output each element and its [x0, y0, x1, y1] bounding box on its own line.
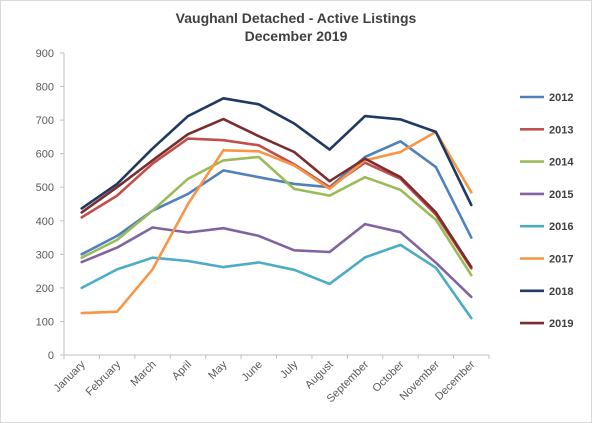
legend-label-2012: 2012: [549, 92, 573, 104]
y-tick-label: 600: [36, 149, 54, 161]
series-line-2019: [80, 117, 473, 269]
y-tick-label: 200: [36, 283, 54, 295]
series-line-2017: [80, 130, 473, 315]
y-tick-label: 400: [36, 216, 54, 228]
y-tick-label: 500: [36, 182, 54, 194]
y-tick-label: 900: [36, 48, 54, 60]
legend-label-2013: 2013: [549, 124, 573, 136]
chart-title: Vaughanl Detached - Active Listings: [175, 10, 417, 26]
x-tick-label: March: [129, 359, 159, 389]
legend-label-2018: 2018: [549, 286, 573, 298]
chart-title-block: Vaughanl Detached - Active Listings Dece…: [0, 9, 592, 45]
y-tick-label: 100: [36, 316, 54, 328]
series-line-2018: [80, 97, 473, 210]
y-axis-ticks: 0 100 200 300 400 500 600 700 800 900: [36, 48, 64, 362]
legend-label-2014: 2014: [549, 157, 574, 169]
legend-label-2015: 2015: [549, 189, 573, 201]
x-tick-label: June: [240, 359, 265, 384]
y-tick-label: 0: [48, 350, 54, 362]
chart-subtitle: December 2019: [244, 28, 348, 44]
x-tick-label: February: [84, 358, 124, 398]
y-tick-label: 700: [36, 115, 54, 127]
series-line-2016: [80, 243, 473, 320]
legend-label-2019: 2019: [549, 318, 573, 330]
x-tick-label: August: [303, 359, 336, 392]
series-line-2014: [80, 155, 473, 277]
legend-label-2017: 2017: [549, 254, 573, 266]
x-tick-label: October: [370, 358, 406, 394]
x-tick-label: April: [170, 359, 194, 383]
legend: 2012 2013 2014 2015 2016 2017 2018 2019: [520, 92, 574, 330]
y-tick-label: 300: [36, 249, 54, 261]
x-tick-label: July: [278, 358, 301, 381]
y-tick-label: 800: [36, 82, 54, 94]
legend-label-2016: 2016: [549, 221, 573, 233]
series-line-2015: [80, 222, 473, 299]
series-lines: [80, 97, 473, 320]
x-tick-label: May: [206, 358, 230, 382]
